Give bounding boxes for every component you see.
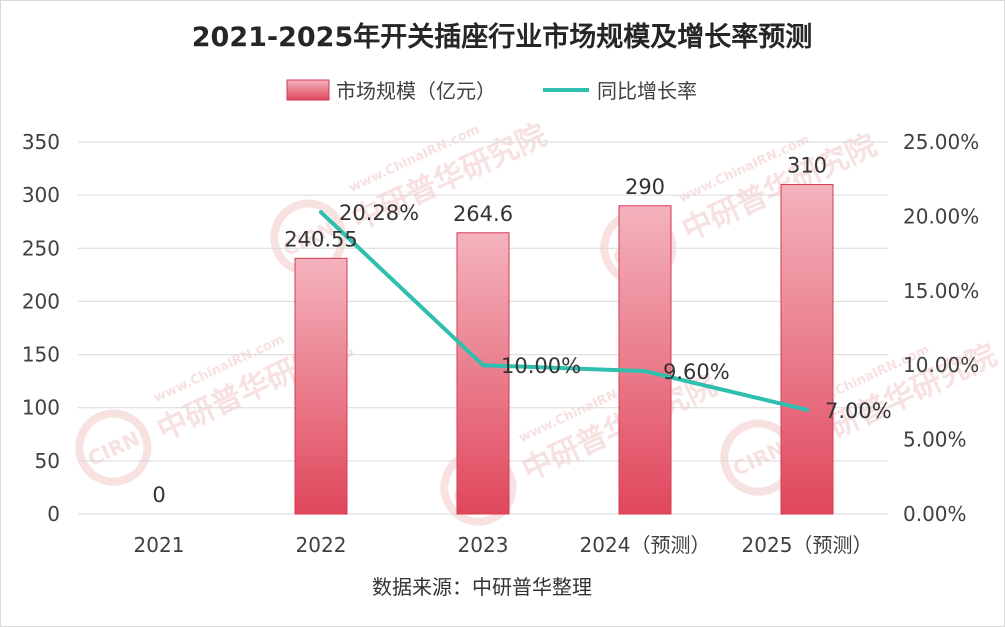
watermark-logo-ring xyxy=(75,409,152,486)
bar-data-labels: 0 240.55 264.6 290 310 xyxy=(152,154,827,507)
y-left-tick-label: 200 xyxy=(22,289,60,313)
legend-bar-label: 市场规模（亿元） xyxy=(336,79,496,103)
bar xyxy=(456,232,510,515)
watermark-logo-text: CIRN xyxy=(84,426,143,471)
x-tick-label: 2022 xyxy=(296,533,347,557)
x-tick-label: 2025（预测） xyxy=(742,533,873,557)
x-axis: 2021 2022 2023 2024（预测） 2025（预测） xyxy=(134,533,873,557)
y-axis-right: 0.00% 5.00% 10.00% 15.00% 20.00% 25.00% xyxy=(903,130,979,526)
bar xyxy=(294,257,348,515)
y-right-tick-label: 0.00% xyxy=(903,502,967,526)
y-left-tick-label: 350 xyxy=(22,130,60,154)
line-value-label: 20.28% xyxy=(339,201,419,225)
bar-value-label: 264.6 xyxy=(453,202,513,226)
y-left-tick-label: 0 xyxy=(47,502,60,526)
y-right-tick-label: 10.00% xyxy=(903,353,979,377)
bar-value-label: 310 xyxy=(787,154,827,178)
x-tick-label: 2021 xyxy=(134,533,185,557)
legend: 市场规模（亿元） 同比增长率 xyxy=(286,79,697,103)
growth-rate-point xyxy=(643,369,647,374)
bar-series xyxy=(294,184,834,515)
y-left-tick-label: 150 xyxy=(22,343,60,367)
bar-value-label: 290 xyxy=(625,175,665,199)
y-left-tick-label: 50 xyxy=(35,449,60,473)
chart-title: 2021-2025年开关插座行业市场规模及增长率预测 xyxy=(192,21,813,53)
y-right-tick-label: 5.00% xyxy=(903,428,967,452)
y-left-tick-label: 100 xyxy=(22,396,60,420)
line-value-label: 9.60% xyxy=(663,360,730,384)
line-value-label: 7.00% xyxy=(825,399,892,423)
bar-value-label: 240.55 xyxy=(284,227,357,251)
legend-bar-swatch xyxy=(286,79,330,101)
watermark-layer: CIRN中研普华研究院www.ChinaIRN.comCIRN中研普华研究院ww… xyxy=(75,118,1002,526)
y-right-tick-label: 25.00% xyxy=(903,130,979,154)
bar xyxy=(618,205,672,515)
legend-line-label: 同比增长率 xyxy=(597,79,697,103)
growth-rate-point xyxy=(805,407,809,412)
y-left-tick-label: 300 xyxy=(22,183,60,207)
y-right-tick-label: 15.00% xyxy=(903,279,979,303)
x-tick-label: 2023 xyxy=(458,533,509,557)
bar xyxy=(780,184,834,515)
y-right-tick-label: 20.00% xyxy=(903,204,979,228)
line-data-labels: 20.28% 10.00% 9.60% 7.00% xyxy=(339,201,892,423)
source-note: 数据来源：中研普华整理 xyxy=(372,575,592,599)
growth-rate-point xyxy=(319,210,323,215)
line-value-label: 10.00% xyxy=(501,354,581,378)
line-series xyxy=(319,210,809,412)
watermark-logo-text: CIRN xyxy=(729,436,788,481)
y-axis-left: 0 50 100 150 200 250 300 350 xyxy=(22,130,60,526)
bar-value-label: 0 xyxy=(152,483,165,507)
y-left-tick-label: 250 xyxy=(22,236,60,260)
x-tick-label: 2024（预测） xyxy=(580,533,711,557)
growth-rate-point xyxy=(481,363,485,368)
growth-rate-line xyxy=(319,210,809,412)
